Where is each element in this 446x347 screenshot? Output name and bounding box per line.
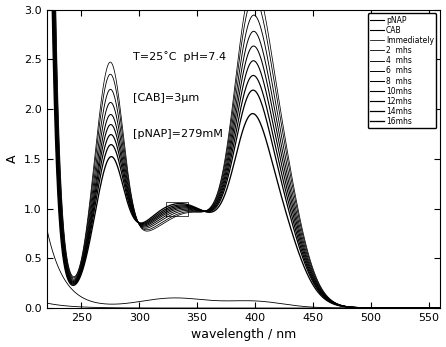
Legend: pNAP, CAB, Immediately, 2  mhs, 4  mhs, 6  mhs, 8  mhs, 10mhs, 12mhs, 14mhs, 16m: pNAP, CAB, Immediately, 2 mhs, 4 mhs, 6 … (368, 14, 436, 128)
Y-axis label: A: A (5, 154, 19, 163)
Text: [pNAP]=279mM: [pNAP]=279mM (133, 129, 223, 139)
X-axis label: wavelength / nm: wavelength / nm (191, 329, 296, 341)
Text: [CAB]=3μm: [CAB]=3μm (133, 93, 199, 103)
Text: T=25˚C  pH=7.4: T=25˚C pH=7.4 (133, 51, 227, 62)
